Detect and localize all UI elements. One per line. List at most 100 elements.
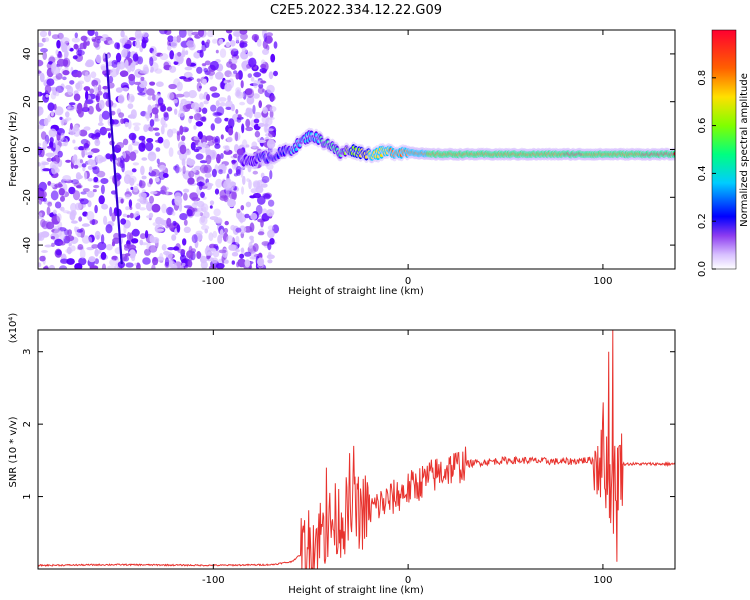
heatmap-cell [213, 208, 221, 217]
heatmap-cell [244, 251, 252, 257]
heatmap-cell [93, 39, 100, 48]
heatmap-cell [178, 108, 185, 118]
heatmap-cell [50, 147, 56, 151]
heatmap-x-ticks: -100 0 100 [202, 30, 612, 287]
heatmap-cell [120, 118, 124, 125]
heatmap-cell [231, 190, 237, 201]
heatmap-cell [74, 263, 83, 269]
heatmap-cell [42, 197, 47, 202]
heatmap-cell [146, 215, 153, 219]
heatmap-cell [224, 117, 230, 122]
heatmap-cell [149, 235, 155, 243]
heatmap-cell [127, 93, 135, 103]
heatmap-cell [132, 53, 139, 62]
heatmap-cell [199, 160, 208, 164]
snr-x-ticks: -100 0 100 [202, 330, 612, 586]
heatmap-cell [83, 86, 91, 92]
heatmap-cell [227, 198, 236, 208]
heatmap-cell [157, 136, 164, 144]
heatmap-cell [215, 263, 225, 269]
heatmap-cell [148, 245, 158, 253]
heatmap-cell [131, 254, 136, 262]
heatmap-cell [109, 206, 113, 217]
heatmap-cell [48, 30, 52, 37]
heatmap-cell [116, 174, 122, 180]
heatmap-cell [48, 264, 55, 269]
heatmap-cell [248, 57, 257, 68]
heatmap-cell [241, 123, 245, 134]
heatmap-cell [76, 229, 84, 233]
heatmap-cell [142, 257, 151, 265]
heatmap-cell [59, 116, 63, 120]
heatmap-cell [218, 249, 227, 254]
heatmap-cell [229, 48, 238, 52]
heatmap-cell [122, 151, 127, 159]
heatmap-cell [267, 259, 273, 264]
heatmap-cell [159, 252, 164, 261]
heatmap-marks [38, 30, 675, 269]
heatmap-cell [72, 139, 76, 144]
heatmap-cell [236, 208, 241, 214]
heatmap-cell [159, 164, 166, 171]
heatmap-cell [269, 237, 275, 245]
heatmap-cell [270, 95, 276, 101]
heatmap-cell [115, 87, 123, 93]
heatmap-cell [198, 30, 205, 37]
heatmap-cell [81, 235, 91, 244]
heatmap-cell [139, 200, 149, 205]
heatmap-cell [179, 144, 187, 155]
heatmap-cell [91, 79, 99, 87]
heatmap-cell [196, 181, 205, 187]
heatmap-cell [220, 153, 224, 159]
heatmap-cell [98, 249, 102, 254]
heatmap-cell [167, 92, 175, 100]
snr-y-tick-label: 3 [22, 349, 33, 355]
heatmap-cell [228, 33, 233, 42]
heatmap-cell [67, 229, 72, 236]
heatmap-cell [212, 38, 218, 44]
colorbar-tick-label: 0.2 [697, 213, 708, 229]
heatmap-cell [60, 132, 65, 141]
heatmap-cell [212, 250, 220, 258]
heatmap-cell [150, 191, 158, 195]
heatmap-cell [121, 87, 129, 92]
heatmap-cell [166, 206, 174, 216]
figure-title: C2E5.2022.334.12.22.G09 [270, 3, 442, 18]
heatmap-cell [86, 211, 95, 221]
heatmap-y-axis-label: Frequency (Hz) [8, 111, 19, 187]
heatmap-cell [231, 57, 238, 65]
heatmap-cell [257, 86, 265, 95]
heatmap-cell [100, 234, 105, 244]
heatmap-cell [224, 259, 229, 264]
heatmap-cell [99, 126, 108, 136]
heatmap-cell [169, 65, 177, 73]
heatmap-cell [83, 126, 91, 131]
heatmap-cell [97, 241, 107, 251]
heatmap-cell [253, 111, 262, 119]
heatmap-cell [87, 105, 94, 115]
heatmap-cell [253, 118, 260, 124]
colorbar-tick-label: 0.8 [697, 70, 708, 86]
heatmap-cell [85, 90, 89, 101]
heatmap-cell [213, 243, 219, 250]
heatmap-cell [87, 151, 94, 155]
heatmap-cell [191, 197, 201, 202]
heatmap-cell [62, 70, 70, 76]
heatmap-cell [84, 150, 88, 156]
heatmap-cell [225, 106, 232, 110]
heatmap-cell [263, 193, 271, 200]
heatmap-cell [218, 97, 227, 102]
heatmap-cell [56, 58, 66, 67]
heatmap-cell [200, 203, 209, 213]
heatmap-cell [106, 244, 113, 251]
heatmap-cell [234, 131, 239, 142]
heatmap-cell [183, 71, 193, 79]
heatmap-cell [160, 105, 167, 112]
heatmap-cell [111, 241, 116, 247]
heatmap-cell [53, 229, 62, 238]
heatmap-cell [161, 203, 167, 214]
heatmap-cell [77, 232, 81, 238]
heatmap-cell [52, 209, 57, 215]
heatmap-cell [215, 178, 223, 188]
heatmap-cell [109, 68, 118, 78]
